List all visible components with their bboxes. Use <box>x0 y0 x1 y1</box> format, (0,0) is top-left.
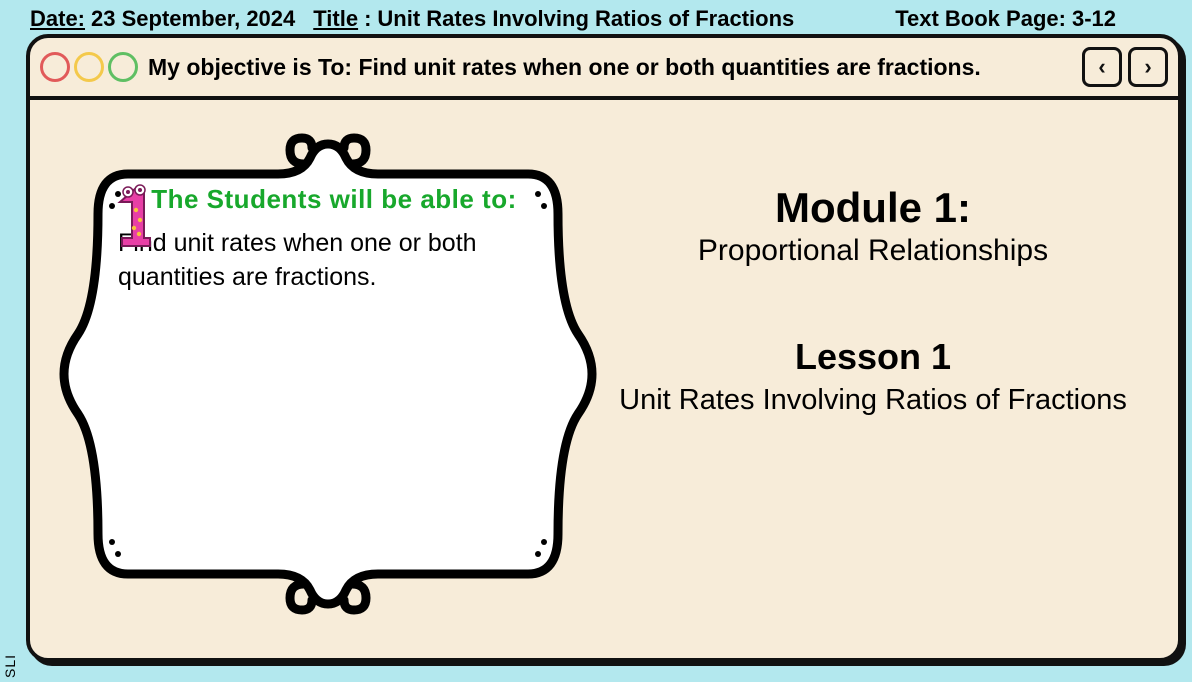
window-titlebar: My objective is To: Find unit rates when… <box>30 38 1178 100</box>
prev-button[interactable]: ‹ <box>1082 47 1122 87</box>
dot-yellow-icon <box>74 52 104 82</box>
dot-green-icon <box>108 52 138 82</box>
lesson-heading: Lesson 1 <box>600 336 1146 378</box>
right-panel: Module 1: Proportional Relationships Les… <box>590 104 1178 658</box>
title-value: Unit Rates Involving Ratios of Fractions <box>377 6 794 32</box>
lesson-subtitle: Unit Rates Involving Ratios of Fractions <box>600 382 1146 420</box>
number-one-icon <box>112 184 156 248</box>
objective-item-text: Find unit rates when one or both quantit… <box>118 227 556 295</box>
objective-body: Find unit rates when one or both quantit… <box>358 54 980 80</box>
next-button[interactable]: › <box>1128 47 1168 87</box>
swbat-heading: The Students will be able to: <box>112 184 556 215</box>
left-panel: The Students will be able to: Find unit … <box>30 104 590 658</box>
side-label: SLI <box>2 654 18 678</box>
page-header: Date: 23 September, 2024 Title : Unit Ra… <box>0 0 1192 34</box>
page-value: 3-12 <box>1072 6 1176 32</box>
nav-buttons: ‹ › <box>1082 47 1168 87</box>
chevron-right-icon: › <box>1144 54 1151 80</box>
objective-item: Find unit rates when one or both quantit… <box>112 227 556 295</box>
date-value: 23 September, 2024 <box>91 6 295 32</box>
module-subtitle: Proportional Relationships <box>600 234 1146 268</box>
module-heading: Module 1: <box>600 184 1146 232</box>
window-content: The Students will be able to: Find unit … <box>30 104 1178 658</box>
frame-content: The Students will be able to: Find unit … <box>112 184 556 295</box>
page-label: Text Book Page: <box>895 6 1066 32</box>
window-frame: My objective is To: Find unit rates when… <box>26 34 1182 662</box>
title-sep: : <box>364 6 371 32</box>
traffic-lights <box>40 52 138 82</box>
chevron-left-icon: ‹ <box>1098 54 1105 80</box>
date-label: Date: <box>30 6 85 32</box>
decorative-frame: The Students will be able to: Find unit … <box>58 124 598 624</box>
title-label: Title <box>313 6 358 32</box>
dot-red-icon <box>40 52 70 82</box>
objective-text: My objective is To: Find unit rates when… <box>144 54 1076 80</box>
objective-prefix: My objective is To: <box>148 54 358 80</box>
